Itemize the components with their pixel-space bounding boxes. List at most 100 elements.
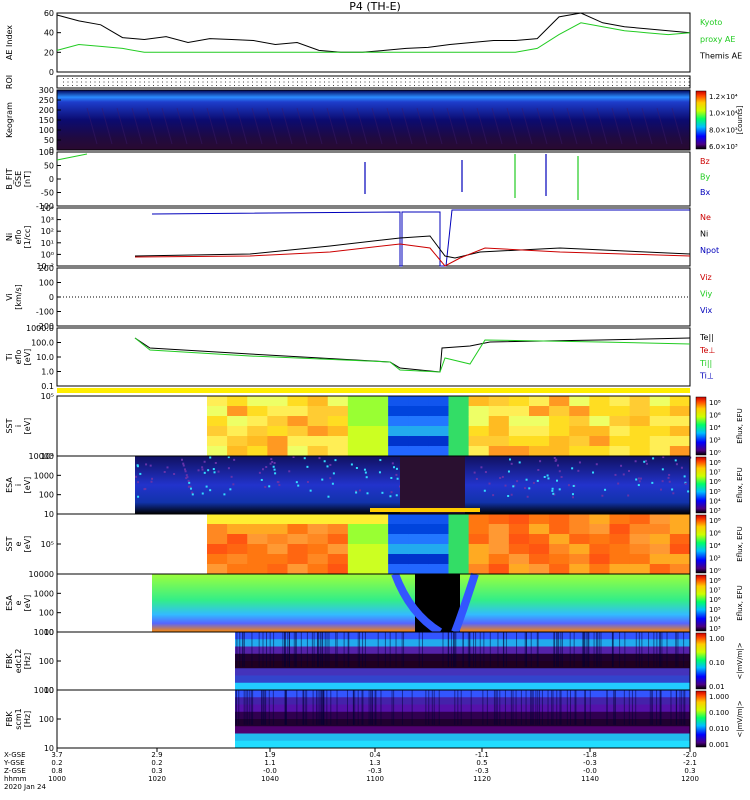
- roi-dot: [414, 85, 415, 86]
- roi-dot: [202, 81, 204, 83]
- fbk-stripe: [321, 690, 323, 725]
- spectrogram-cell: [408, 426, 429, 437]
- temp-te-trace: [134, 337, 691, 373]
- roi-dot: [283, 81, 285, 83]
- fbk-stripe: [582, 632, 584, 667]
- esa-ion-speck: [518, 461, 521, 464]
- spectrogram-cell: [408, 396, 429, 407]
- legend-entry: Npot: [700, 246, 719, 255]
- esa-ion-speck: [391, 462, 394, 465]
- esa-ion-speck: [350, 463, 353, 466]
- esa-ion-speck: [480, 466, 483, 469]
- roi-dot: [333, 85, 334, 86]
- roi-dot: [396, 81, 397, 83]
- fbk-stripe: [575, 690, 577, 725]
- spectrogram-cell: [368, 554, 389, 565]
- spectrogram-cell: [388, 544, 409, 555]
- y-tick-label: 10: [44, 628, 54, 637]
- roi-dot: [495, 78, 496, 79]
- roi-dot: [648, 78, 649, 79]
- roi-dot: [243, 78, 244, 79]
- fbk-stripe: [539, 690, 541, 725]
- fbk-stripe: [532, 690, 534, 725]
- fbk-stripe: [239, 632, 241, 667]
- esa-ion-speck: [297, 484, 300, 487]
- fbk-stripe: [531, 690, 533, 725]
- fbk-stripe: [262, 632, 264, 667]
- esa-ion-speck: [571, 493, 574, 496]
- roi-dot: [607, 81, 609, 83]
- spectrogram-cell: [609, 426, 631, 437]
- fbk-stripe: [558, 632, 560, 667]
- fbk-stripe: [541, 690, 543, 725]
- fbk-stripe: [354, 690, 356, 725]
- esa-ion-speck: [355, 466, 358, 469]
- roi-dot: [117, 81, 118, 83]
- fbk-band: [235, 682, 690, 691]
- fbk-stripe: [553, 632, 555, 667]
- roi-dot: [688, 78, 690, 79]
- spectrogram-cell: [529, 534, 550, 545]
- fbk-stripe: [648, 632, 650, 667]
- esa-ion-speck: [484, 471, 487, 474]
- spectrogram-cell: [267, 514, 288, 525]
- esa-ion-speck: [309, 489, 312, 492]
- fbk-stripe: [312, 690, 314, 725]
- spectrogram-cell: [408, 564, 429, 575]
- fbk-stripe: [683, 632, 685, 667]
- roi-dot: [310, 78, 312, 79]
- roi-dot: [414, 81, 415, 83]
- roi-dot: [355, 78, 357, 79]
- y-axis-label: [eV]: [23, 595, 32, 612]
- footer-value: 0.2: [51, 759, 62, 767]
- roi-dot: [621, 78, 622, 79]
- fbk-stripe: [569, 632, 571, 667]
- fbk-stripe: [401, 632, 403, 667]
- spectrogram-cell: [287, 544, 309, 555]
- keogram-streak: [161, 107, 173, 145]
- series-themis-ae: [56, 12, 691, 53]
- esa-ion-speck: [536, 479, 539, 482]
- roi-dot: [108, 81, 109, 83]
- roi-dot: [468, 78, 469, 79]
- roi-dot: [450, 78, 451, 79]
- spectrogram-cell: [589, 564, 610, 575]
- roi-dot: [274, 78, 276, 79]
- esa-ion-speck: [661, 468, 664, 471]
- roi-dot: [679, 81, 681, 83]
- spectrogram-cell: [307, 436, 329, 447]
- y-tick-label: 100: [39, 126, 54, 135]
- roi-dot: [180, 85, 181, 86]
- esa-ion-speck: [230, 475, 233, 478]
- roi-dot: [315, 78, 316, 79]
- esa-ion-speck: [555, 458, 558, 461]
- figure-title: P4 (TH-E): [349, 0, 401, 13]
- fbk-band: [235, 675, 690, 684]
- roi-dot: [499, 85, 501, 86]
- roi-dot: [279, 85, 280, 86]
- roi-dot: [103, 78, 105, 79]
- roi-dot: [594, 85, 595, 86]
- roi-dot: [373, 85, 375, 86]
- spectrogram-cell: [408, 544, 429, 555]
- esa-ion-speck: [269, 462, 272, 465]
- spectrogram-cell: [347, 396, 369, 407]
- esa-ion-speck: [395, 494, 398, 497]
- esa-ion-speck: [499, 477, 502, 480]
- spectrogram-cell: [368, 514, 389, 525]
- roi-dot: [666, 81, 667, 83]
- roi-dot: [522, 81, 523, 83]
- colorbar-tick-label: 10⁷: [709, 469, 721, 477]
- roi-dot: [391, 85, 393, 86]
- spectrogram-cell: [649, 406, 671, 417]
- roi-dot: [684, 81, 685, 83]
- spectrogram-cell: [609, 406, 631, 417]
- y-tick-label: -100: [36, 308, 54, 317]
- fbk-band: [235, 704, 690, 713]
- fbk-stripe: [346, 690, 348, 725]
- roi-dot: [549, 78, 550, 79]
- roi-dot: [153, 78, 154, 79]
- fbk-stripe: [454, 690, 456, 725]
- spectrogram-cell: [669, 416, 691, 427]
- esa-ion-speck: [203, 471, 206, 474]
